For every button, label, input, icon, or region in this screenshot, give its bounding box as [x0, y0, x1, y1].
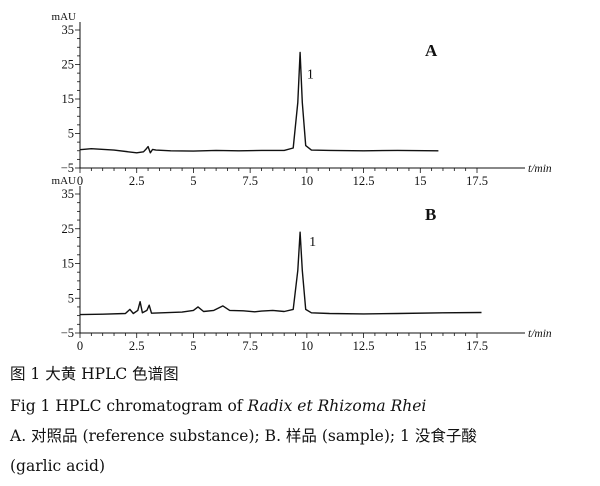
- panel-a-y-label: mAU: [52, 11, 77, 23]
- panel-b-x-tick-label: 12.5: [353, 339, 375, 353]
- panel-b-y-tick-label: 35: [62, 187, 75, 201]
- panel-a-x-tick-label: 5: [190, 174, 196, 188]
- panel-b-y-tick-label: 15: [62, 257, 75, 271]
- panel-a-trace: [79, 51, 439, 154]
- figure-caption-cn: 图 1 大黄 HPLC 色谱图: [10, 365, 179, 383]
- figure-caption-en: Fig 1 HPLC chromatogram of Radix et Rhiz…: [10, 396, 426, 416]
- panel-a-x-tick-label: 15: [414, 174, 427, 188]
- panel-b-y-label: mAU: [52, 175, 77, 187]
- panel-b-x-tick-label: 7.5: [242, 339, 258, 353]
- figure-legend-line-1: A. 对照品 (reference substance); B. 样品 (sam…: [10, 427, 477, 445]
- panel-a-x-tick-label: 7.5: [242, 174, 258, 188]
- panel-a-x-tick-label: 2.5: [129, 174, 145, 188]
- panel-a-y-tick-label: 25: [62, 58, 75, 72]
- panel-b-x-tick-label: 17.5: [466, 339, 488, 353]
- panel-a-y-tick-label: 5: [68, 127, 74, 141]
- panel-b-x-tick-label: 0: [77, 339, 83, 353]
- panel-a-peak-label: 1: [307, 67, 314, 82]
- panel-a-x-label: t/min: [528, 163, 552, 175]
- panel-b-x-tick-label: 15: [414, 339, 427, 353]
- panel-b-y-tick-label: −5: [61, 326, 74, 340]
- panel-b-x-tick-label: 2.5: [129, 339, 145, 353]
- panel-a-y-tick-label: 35: [62, 23, 75, 37]
- panel-b-peak-label: 1: [309, 235, 316, 250]
- panel-a-label: A: [425, 41, 438, 60]
- figure-legend-line-2: (garlic acid): [10, 457, 105, 475]
- caption-en-prefix: Fig 1 HPLC chromatogram of: [10, 397, 248, 415]
- panel-b-x-tick-label: 10: [301, 339, 314, 353]
- panel-b-label: B: [425, 205, 436, 224]
- panel-b-x-tick-label: 5: [190, 339, 196, 353]
- panel-a-y-tick-label: 15: [62, 92, 75, 106]
- caption-en-italic: Radix et Rhizoma Rhei: [247, 397, 427, 415]
- panel-a-y-tick-label: −5: [61, 161, 74, 175]
- panel-a-x-tick-label: 17.5: [466, 174, 488, 188]
- panel-b-y-tick-label: 25: [62, 222, 75, 236]
- panel-a-x-tick-label: 0: [77, 174, 83, 188]
- panel-a-x-tick-label: 10: [301, 174, 314, 188]
- panel-b-y-tick-label: 5: [68, 291, 74, 305]
- panel-b-trace: [79, 231, 482, 316]
- panel-b-x-label: t/min: [528, 328, 552, 340]
- panel-a-x-tick-label: 12.5: [353, 174, 375, 188]
